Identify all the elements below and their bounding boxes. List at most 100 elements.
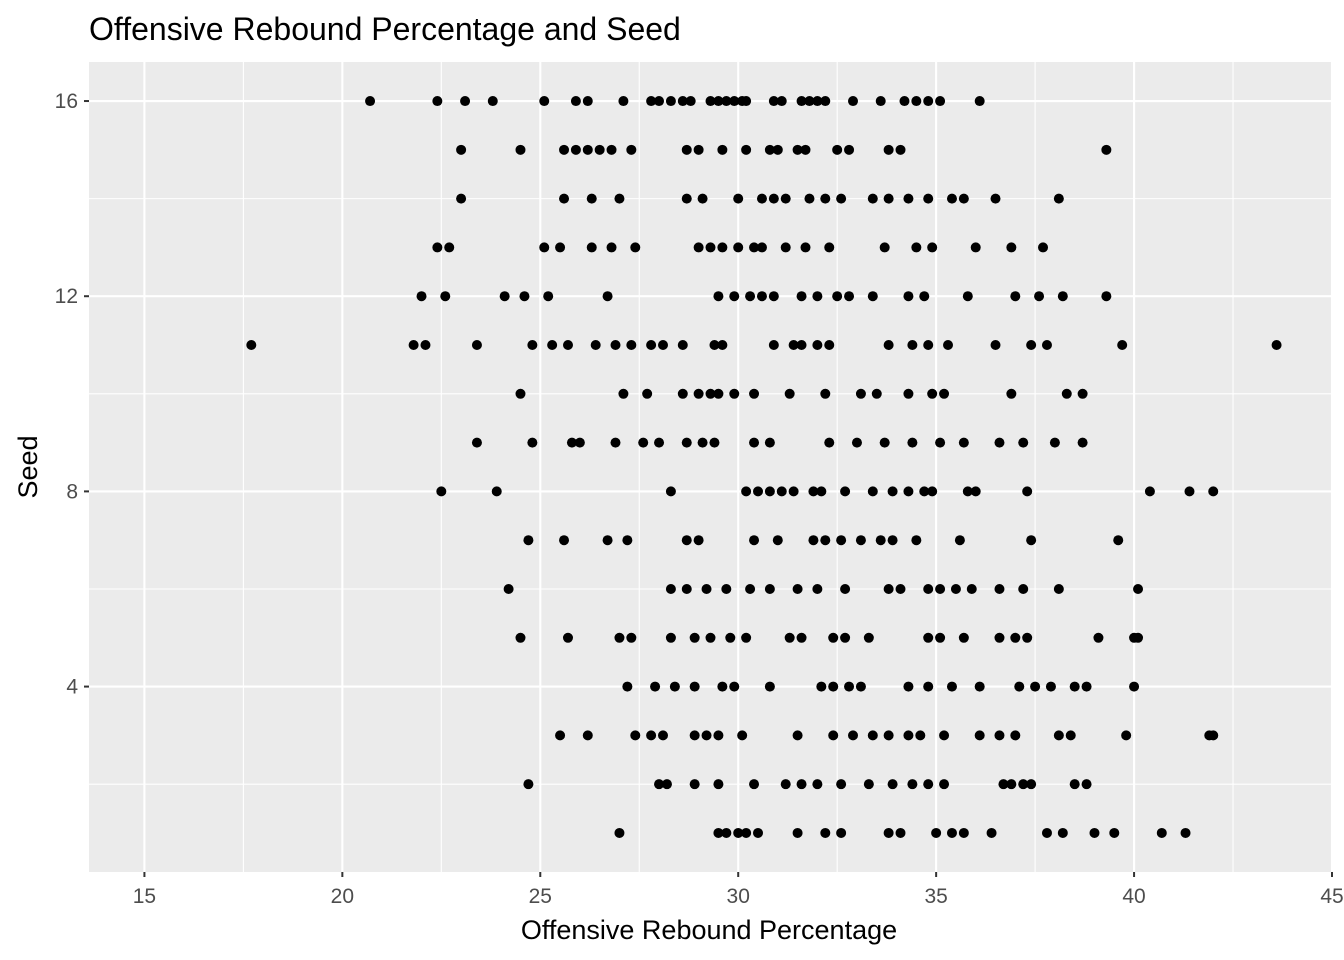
data-point <box>745 583 756 594</box>
data-point <box>657 730 668 741</box>
data-point <box>1069 779 1080 790</box>
x-tick-label: 40 <box>1122 885 1145 908</box>
data-point <box>646 730 657 741</box>
data-point <box>681 193 692 204</box>
data-point <box>883 340 894 351</box>
data-point <box>962 486 973 497</box>
data-point <box>812 96 823 107</box>
data-point <box>1022 486 1033 497</box>
data-point <box>713 291 724 302</box>
data-point <box>665 486 676 497</box>
data-point <box>733 827 744 838</box>
data-point <box>626 340 637 351</box>
data-point <box>812 583 823 594</box>
y-tick-label: 4 <box>66 676 78 699</box>
y-axis-ticks: 4 8 12 16 <box>55 90 89 699</box>
data-point <box>717 340 728 351</box>
data-point <box>1053 730 1064 741</box>
data-point <box>570 144 581 155</box>
data-point <box>848 730 859 741</box>
data-point <box>970 242 981 253</box>
data-point <box>1045 681 1056 692</box>
data-point <box>562 632 573 643</box>
data-point <box>919 291 930 302</box>
data-point <box>1208 486 1219 497</box>
data-point <box>907 779 918 790</box>
data-point <box>420 340 431 351</box>
data-point <box>614 193 625 204</box>
data-point <box>855 535 866 546</box>
data-point <box>994 730 1005 741</box>
data-point <box>630 242 641 253</box>
data-point <box>800 242 811 253</box>
data-point <box>709 437 720 448</box>
x-tick-label: 15 <box>133 885 156 908</box>
data-point <box>828 632 839 643</box>
data-point <box>1077 388 1088 399</box>
data-point <box>804 193 815 204</box>
data-point <box>246 340 257 351</box>
data-point <box>899 96 910 107</box>
data-point <box>515 144 526 155</box>
data-point <box>958 827 969 838</box>
data-point <box>693 242 704 253</box>
data-point <box>713 388 724 399</box>
data-point <box>741 632 752 643</box>
data-point <box>626 632 637 643</box>
data-point <box>665 583 676 594</box>
data-point <box>907 437 918 448</box>
data-point <box>685 96 696 107</box>
data-point <box>618 388 629 399</box>
data-point <box>642 388 653 399</box>
data-point <box>1026 340 1037 351</box>
data-point <box>693 535 704 546</box>
data-point <box>749 437 760 448</box>
data-point <box>998 779 1009 790</box>
data-point <box>887 486 898 497</box>
data-point <box>1057 291 1068 302</box>
data-point <box>1030 681 1041 692</box>
data-point <box>650 681 661 692</box>
data-point <box>780 193 791 204</box>
data-point <box>824 340 835 351</box>
data-point <box>867 291 878 302</box>
data-point <box>582 96 593 107</box>
data-point <box>820 193 831 204</box>
chart-title: Offensive Rebound Percentage and Seed <box>89 11 681 47</box>
data-point <box>844 144 855 155</box>
data-point <box>1144 486 1155 497</box>
data-point <box>1018 583 1029 594</box>
data-point <box>444 242 455 253</box>
data-point <box>1038 242 1049 253</box>
data-point <box>903 681 914 692</box>
data-point <box>939 388 950 399</box>
data-point <box>559 144 570 155</box>
data-point <box>844 681 855 692</box>
data-point <box>935 437 946 448</box>
data-point <box>733 193 744 204</box>
data-point <box>669 681 680 692</box>
data-point <box>1026 779 1037 790</box>
data-point <box>954 535 965 546</box>
data-point <box>582 144 593 155</box>
data-point <box>883 583 894 594</box>
data-point <box>1081 681 1092 692</box>
data-point <box>958 632 969 643</box>
data-point <box>555 730 566 741</box>
data-point <box>1041 827 1052 838</box>
data-point <box>547 340 558 351</box>
data-point <box>768 291 779 302</box>
data-point <box>776 486 787 497</box>
data-point <box>923 583 934 594</box>
data-point <box>883 827 894 838</box>
data-point <box>784 388 795 399</box>
data-point <box>737 730 748 741</box>
data-point <box>1006 242 1017 253</box>
data-point <box>915 730 926 741</box>
data-point <box>883 144 894 155</box>
data-point <box>788 340 799 351</box>
data-point <box>1113 535 1124 546</box>
data-point <box>1180 827 1191 838</box>
data-point <box>622 681 633 692</box>
data-point <box>1041 340 1052 351</box>
